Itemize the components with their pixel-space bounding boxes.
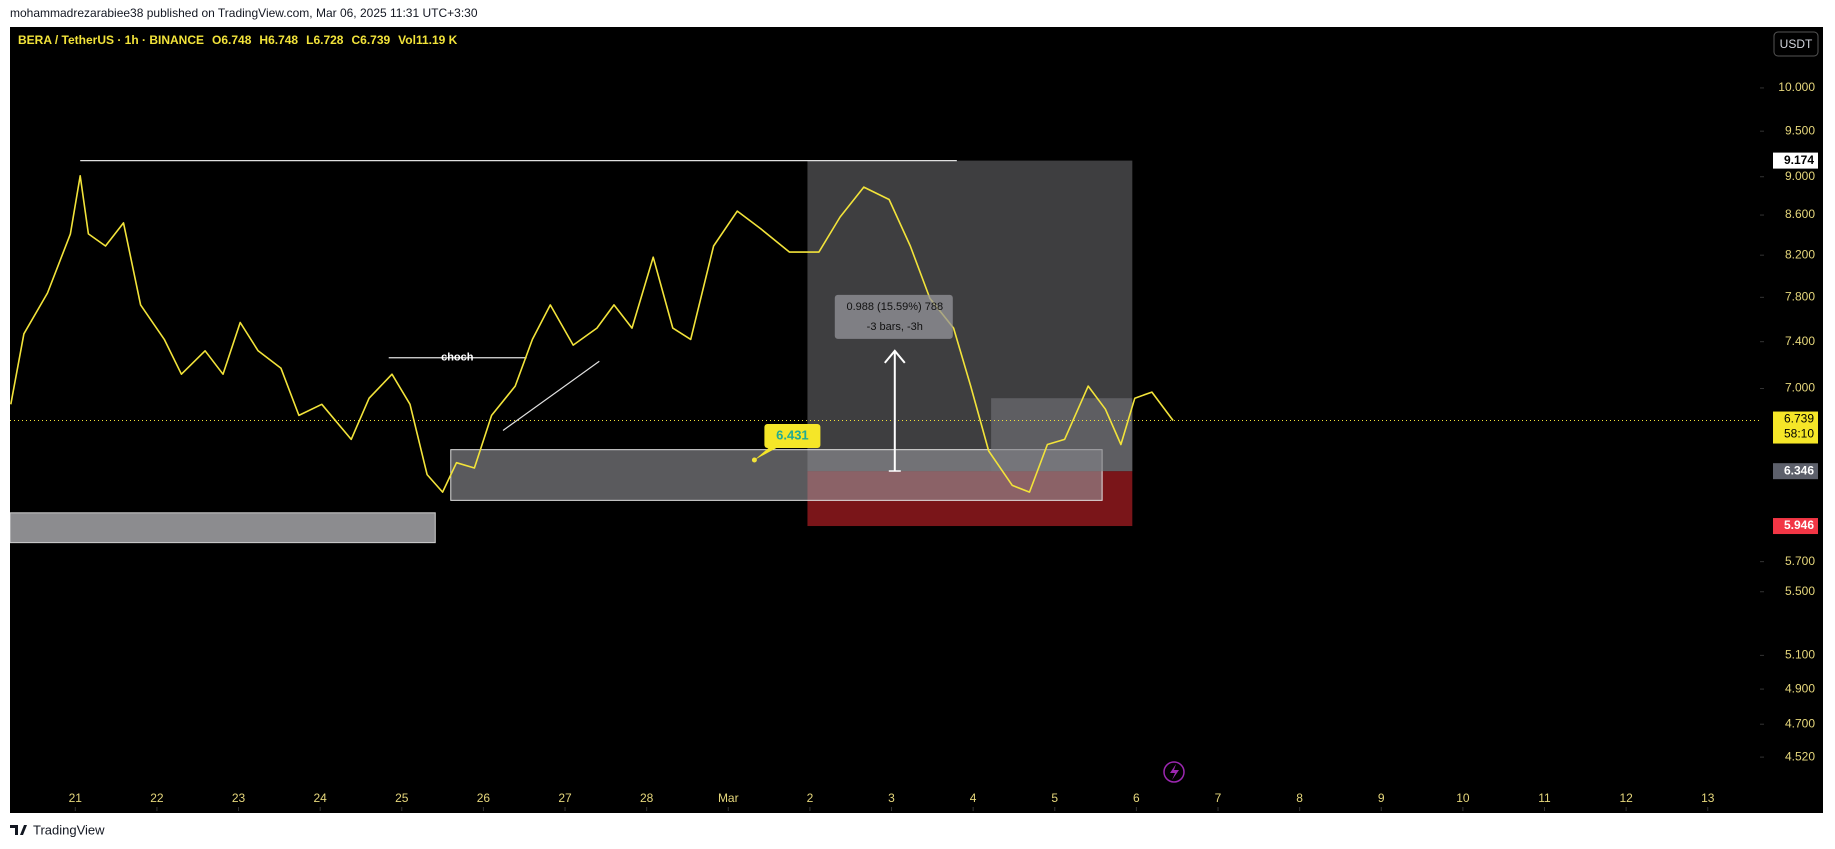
currency-button-box[interactable]: [1773, 31, 1819, 57]
x-tick-label: 5: [1051, 791, 1058, 805]
y-tick-label: 8.200: [1785, 247, 1815, 261]
x-tick-label: 12: [1619, 791, 1633, 805]
y-tick-label: 5.500: [1785, 584, 1815, 598]
measure-text: 0.988 (15.59%) 788: [846, 301, 943, 313]
lightning-bolt[interactable]: [1170, 764, 1179, 780]
countdown-label: 58:10: [1784, 427, 1814, 441]
y-tick-label: 9.000: [1785, 169, 1815, 183]
drawn-line: [502, 360, 600, 431]
x-tick-label: 25: [395, 791, 409, 805]
last-price-label: 6.739: [1784, 412, 1814, 426]
y-tick-label: 7.800: [1785, 289, 1815, 303]
callout-pointer: [754, 447, 777, 460]
y-tick-label: 4.700: [1785, 716, 1815, 730]
y-tick-label: 5.700: [1785, 554, 1815, 568]
zone: [10, 512, 436, 544]
legend-field-value: 11.19 K: [416, 33, 458, 47]
y-tick-label: 5.100: [1785, 648, 1815, 662]
x-tick-label: Mar: [718, 791, 739, 805]
price-badge-label: 6.346: [1784, 463, 1814, 477]
x-tick-label: 6: [1133, 791, 1140, 805]
y-tick-label: 8.600: [1785, 207, 1815, 221]
x-tick-label: 9: [1378, 791, 1385, 805]
symbol-title: BERA / TetherUS · 1h · BINANCE: [18, 33, 204, 47]
x-tick-label: 23: [232, 791, 246, 805]
legend-field-name: Vol: [398, 33, 416, 47]
legend-field-name: H: [259, 33, 268, 47]
x-tick-label: 27: [558, 791, 572, 805]
y-tick-label: 7.400: [1785, 334, 1815, 348]
tv-logo: [10, 825, 27, 835]
y-tick-label: 4.520: [1785, 749, 1815, 763]
y-tick-label: 9.500: [1785, 123, 1815, 137]
x-tick-label: 21: [69, 791, 83, 805]
x-tick-label: 26: [477, 791, 491, 805]
price-badge: [1773, 518, 1818, 535]
axes: 10.000 9.500 9.000 8.600 8.200 7.800 7.400 7.00…: [69, 80, 1818, 811]
lightning-circle[interactable]: [1163, 761, 1185, 783]
x-tick-label: 28: [640, 791, 654, 805]
x-tick-label: 10: [1456, 791, 1470, 805]
price-badge: [1773, 152, 1818, 169]
currency-button[interactable]: USDT: [1773, 31, 1819, 57]
price-badge: [1773, 463, 1818, 480]
measure-box: [834, 294, 953, 339]
x-tick-label: 8: [1296, 791, 1303, 805]
x-tick-label: 2: [807, 791, 814, 805]
legend-field-value: 6.728: [313, 33, 343, 47]
legend-field-value: 6.748: [268, 33, 298, 47]
x-tick-label: 22: [150, 791, 164, 805]
y-tick-label: 7.000: [1785, 381, 1815, 395]
last-price-badge: [1773, 411, 1818, 444]
symbol-legend: BERA / TetherUS · 1h · BINANCE O6.748 H6.7…: [18, 33, 458, 47]
x-tick-label: 24: [313, 791, 327, 805]
plot-area: choch 0.988 (15.59%) 788 -3 bars, -3h 6.431: [10, 159, 1760, 544]
currency-button-label[interactable]: USDT: [1780, 37, 1813, 51]
footer-logo: [10, 825, 27, 835]
legend-field-name: C: [351, 33, 360, 47]
lightning-icon[interactable]: [1163, 761, 1185, 783]
legend-field-value: 6.739: [360, 33, 390, 47]
y-tick-label: 4.900: [1785, 681, 1815, 695]
legend-field-name: O: [212, 33, 221, 47]
x-tick-label: 7: [1215, 791, 1222, 805]
callout-box: [764, 423, 821, 448]
publish-header: mohammadrezarabiee38 published on Tradin…: [10, 6, 478, 20]
x-tick-label: 3: [888, 791, 895, 805]
x-tick-label: 11: [1538, 791, 1551, 805]
legend-field-name: L: [306, 33, 313, 47]
legend-field-value: 6.748: [221, 33, 251, 47]
price-badge-label: 5.946: [1784, 518, 1814, 532]
callout-label: 6.431: [776, 427, 809, 442]
zone: [991, 398, 1133, 472]
x-tick-label: 4: [970, 791, 977, 805]
choch-label: choch: [441, 352, 474, 364]
measure-arrow-head: [884, 349, 906, 364]
price-line: [10, 175, 1174, 493]
y-tick-label: 10.000: [1778, 80, 1815, 94]
x-tick-label: 13: [1701, 791, 1715, 805]
price-badge-label: 9.174: [1784, 153, 1814, 167]
measure-subtext: -3 bars, -3h: [867, 321, 923, 333]
footer-brand: TradingView: [33, 822, 105, 837]
